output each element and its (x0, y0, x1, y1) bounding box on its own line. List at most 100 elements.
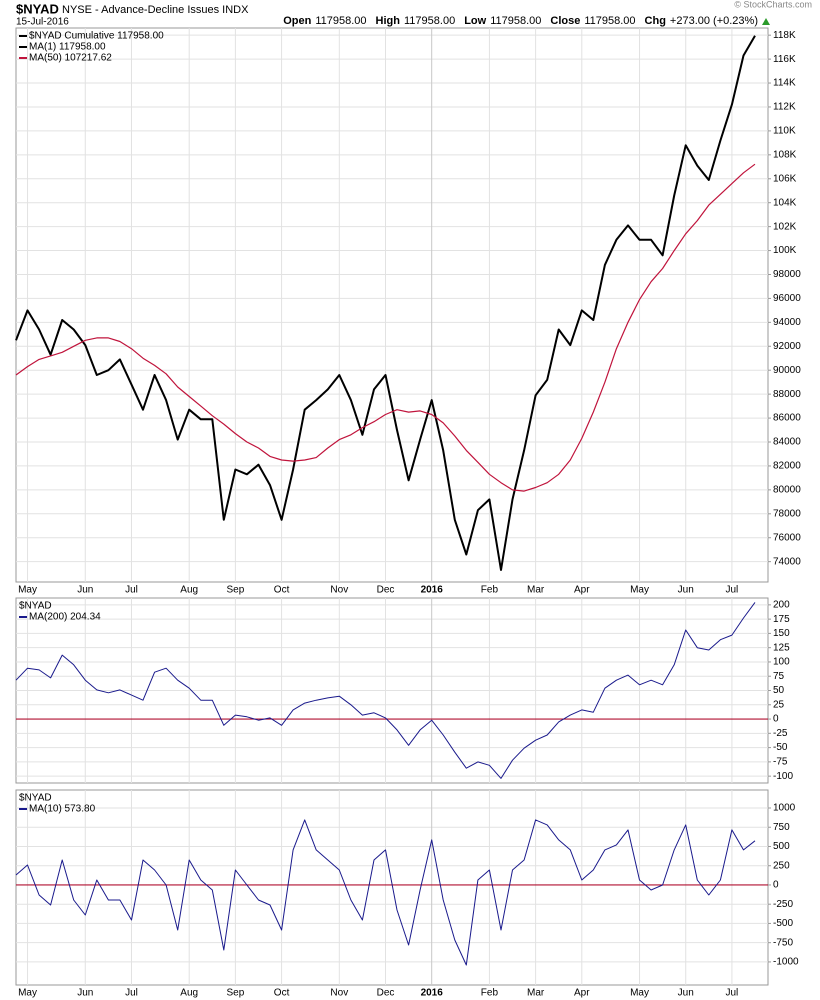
x-tick-label: Oct (274, 988, 290, 999)
date: 15-Jul-2016 (16, 17, 69, 28)
y-tick-label: 116K (773, 54, 796, 65)
panel-label: $NYAD (19, 601, 52, 612)
y-tick-label: 0 (773, 880, 779, 891)
x-tick-label: Dec (377, 585, 395, 596)
x-tick-label: Mar (527, 585, 545, 596)
x-tick-label: Feb (481, 585, 499, 596)
x-tick-label: 2016 (421, 585, 444, 596)
y-tick-label: 94000 (773, 317, 801, 328)
y-tick-label: 88000 (773, 389, 801, 400)
y-tick-label: -100 (773, 771, 793, 782)
y-tick-label: 106K (773, 173, 797, 184)
x-tick-label: May (18, 585, 37, 596)
legend-label: MA(50) 107217.62 (29, 53, 112, 64)
y-tick-label: -250 (773, 899, 793, 910)
legend-label: MA(1) 117958.00 (29, 42, 106, 53)
y-tick-label: 50 (773, 685, 785, 696)
symbol: $NYAD (16, 1, 59, 16)
y-tick-label: 114K (773, 78, 796, 89)
instrument-name: NYSE - Advance-Decline Issues INDX (62, 4, 249, 16)
x-tick-label: Jun (77, 988, 93, 999)
y-tick-label: 98000 (773, 269, 801, 280)
watermark: © StockCharts.com (734, 0, 812, 9)
y-tick-label: 0 (773, 714, 779, 725)
quote-value: 117958.00 (404, 15, 455, 27)
panel-label: $NYAD (19, 793, 52, 804)
quote: Open 117958.00 High 117958.00 Low 117958.00 Cl… (283, 15, 758, 27)
x-tick-label: May (630, 988, 649, 999)
y-tick-label: -75 (773, 757, 788, 768)
y-tick-label: 82000 (773, 461, 801, 472)
x-tick-label: Dec (377, 988, 395, 999)
series-line (15, 819, 756, 966)
y-tick-label: -25 (773, 728, 788, 739)
quote-label: Close (550, 15, 580, 27)
y-tick-label: -750 (773, 937, 793, 948)
legend-label: MA(10) 573.80 (29, 804, 96, 815)
y-tick-label: 750 (773, 822, 790, 833)
x-tick-label: Oct (274, 585, 290, 596)
x-tick-label: Jul (726, 585, 739, 596)
y-tick-label: 125 (773, 642, 790, 653)
quote-label: Low (464, 15, 486, 27)
y-tick-label: 110K (773, 126, 796, 137)
x-tick-label: Aug (180, 585, 198, 596)
x-tick-label: Jun (77, 585, 93, 596)
x-tick-label: May (18, 988, 37, 999)
x-tick-label: Apr (574, 988, 590, 999)
y-tick-label: 100K (773, 245, 797, 256)
x-tick-label: Jul (125, 585, 138, 596)
x-tick-label: Jun (678, 585, 694, 596)
quote-value: 117958.00 (490, 15, 541, 27)
x-tick-label: Jun (678, 988, 694, 999)
y-tick-label: 76000 (773, 532, 801, 543)
quote-value: 117958.00 (315, 15, 366, 27)
y-tick-label: -50 (773, 742, 788, 753)
y-tick-label: 102K (773, 221, 797, 232)
x-tick-label: May (630, 585, 649, 596)
y-tick-label: 112K (773, 102, 796, 113)
x-tick-label: Jul (726, 988, 739, 999)
y-tick-label: -1000 (773, 957, 799, 968)
quote-label: Chg (645, 15, 666, 27)
y-tick-label: 86000 (773, 413, 801, 424)
y-tick-label: 108K (773, 149, 797, 160)
plot-area (15, 789, 769, 986)
quote-value: +273.00 (+0.23%) (670, 15, 758, 27)
y-tick-label: 80000 (773, 485, 801, 496)
y-tick-label: 150 (773, 628, 790, 639)
x-tick-label: Sep (226, 988, 244, 999)
x-tick-label: Jul (125, 988, 138, 999)
y-tick-label: 84000 (773, 437, 801, 448)
x-tick-label: Mar (527, 988, 545, 999)
y-tick-label: -500 (773, 918, 793, 929)
y-tick-label: 250 (773, 860, 790, 871)
x-tick-label: 2016 (421, 988, 444, 999)
y-tick-label: 78000 (773, 508, 801, 519)
y-tick-label: 200 (773, 599, 790, 610)
quote-label: High (376, 15, 401, 27)
y-tick-label: 75 (773, 671, 785, 682)
legend-label: MA(200) 204.34 (29, 612, 101, 623)
y-tick-label: 100 (773, 657, 790, 668)
x-tick-label: Nov (330, 988, 348, 999)
series-line (15, 163, 756, 492)
y-tick-label: 500 (773, 841, 790, 852)
legend-label: $NYAD Cumulative 117958.00 (29, 31, 164, 42)
y-tick-label: 90000 (773, 365, 801, 376)
quote-label: Open (283, 15, 311, 27)
y-tick-label: 96000 (773, 293, 801, 304)
y-tick-label: 25 (773, 699, 785, 710)
y-tick-label: 118K (773, 30, 796, 41)
y-tick-label: 1000 (773, 803, 796, 814)
y-tick-label: 74000 (773, 556, 801, 567)
quote-value: 117958.00 (584, 15, 635, 27)
y-tick-label: 175 (773, 614, 790, 625)
up-arrow (762, 18, 770, 25)
series-line (15, 602, 756, 779)
x-tick-label: Nov (330, 585, 348, 596)
y-tick-label: 92000 (773, 341, 801, 352)
x-tick-label: Sep (226, 585, 244, 596)
y-tick-label: 104K (773, 197, 797, 208)
